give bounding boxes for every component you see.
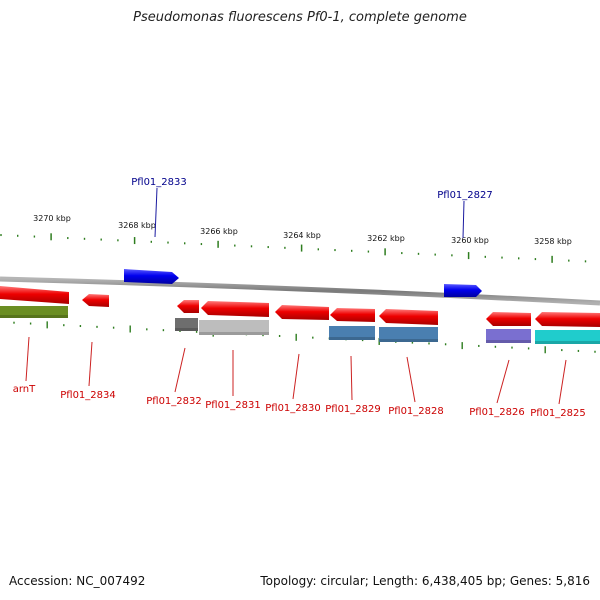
scale-label: 3270 kbp xyxy=(33,214,71,223)
cog-bar-shade xyxy=(535,341,600,344)
scale-label: 3260 kbp xyxy=(451,236,489,245)
genome-summary-text: Topology: circular; Length: 6,438,405 bp… xyxy=(260,574,590,588)
gene-arrow-pfl01-2829[interactable] xyxy=(330,308,375,322)
gene-arrow-pfl01-2834[interactable] xyxy=(82,294,109,307)
gene-label[interactable]: Pfl01_2829 xyxy=(325,404,381,415)
cog-bar xyxy=(0,306,68,318)
leader-line xyxy=(558,359,567,405)
cog-bar-shade xyxy=(199,332,269,335)
cog-bar xyxy=(329,326,375,340)
leader-line xyxy=(174,347,186,393)
gene-arrow-pfl01-2832[interactable] xyxy=(177,300,199,313)
scale-label: 3262 kbp xyxy=(367,234,405,243)
gene-arrow-pfl01-2831[interactable] xyxy=(201,301,269,317)
gene-label[interactable]: arnT xyxy=(13,384,36,395)
gene-label[interactable]: Pfl01_2830 xyxy=(265,403,321,414)
gene-arrow-arnt[interactable] xyxy=(0,286,69,304)
gene-arrow-pfl01-2825[interactable] xyxy=(535,312,600,327)
cog-bar-shade xyxy=(175,328,198,331)
cog-category-bars xyxy=(0,306,600,344)
gene-label[interactable]: Pfl01_2825 xyxy=(530,408,586,419)
scale-label: 3266 kbp xyxy=(200,227,238,236)
leader-line xyxy=(496,359,510,404)
leader-line xyxy=(350,355,353,401)
scale-ticks-outer xyxy=(0,233,587,263)
leader-line xyxy=(154,187,158,238)
cog-bar-shade xyxy=(329,337,375,340)
leader-line xyxy=(25,336,30,382)
cog-bar xyxy=(199,320,269,335)
forward-gene-labels: Pfl01_2833 Pfl01_2827 xyxy=(131,177,493,239)
cog-bar xyxy=(175,318,198,331)
scale-label: 3264 kbp xyxy=(283,231,321,240)
scale-label: 3258 kbp xyxy=(534,237,572,246)
gene-label[interactable]: Pfl01_2831 xyxy=(205,400,261,411)
cog-bar xyxy=(535,330,600,344)
leader-line xyxy=(88,341,93,387)
cog-bar-shade xyxy=(0,315,68,318)
gene-arrow-pfl01-2828[interactable] xyxy=(379,309,438,325)
gene-label[interactable]: Pfl01_2826 xyxy=(469,407,525,418)
gene-label[interactable]: Pfl01_2828 xyxy=(388,406,444,417)
reverse-strand-genes xyxy=(0,286,600,327)
leader-line xyxy=(462,200,465,239)
scale-ticks-inner xyxy=(13,321,596,354)
cog-bar-shade xyxy=(486,340,531,343)
map-title: Pseudomonas fluorescens Pf0-1, complete … xyxy=(133,10,467,25)
reverse-gene-labels: arnT Pfl01_2834 Pfl01_2832 Pfl01_2831 Pfl01_… xyxy=(13,336,586,419)
scale-tick-labels: 3270 kbp 3268 kbp 3266 kbp 3264 kbp 3262 kbp… xyxy=(33,214,572,246)
scale-label: 3268 kbp xyxy=(118,221,156,230)
cog-bar xyxy=(379,327,438,342)
gene-arrow-pfl01-2826[interactable] xyxy=(486,312,531,326)
forward-strand-genes xyxy=(124,269,482,297)
gene-label-pfl01-2833[interactable]: Pfl01_2833 xyxy=(131,177,187,188)
cog-bar xyxy=(486,329,531,343)
gene-arrow-pfl01-2830[interactable] xyxy=(275,305,329,320)
gene-label[interactable]: Pfl01_2834 xyxy=(60,390,116,401)
leader-line xyxy=(406,356,416,403)
gene-arrow-pfl01-2827[interactable] xyxy=(444,284,482,297)
genome-backbone xyxy=(0,276,600,306)
gene-label-pfl01-2827[interactable]: Pfl01_2827 xyxy=(437,190,493,201)
gene-arrow-pfl01-2833[interactable] xyxy=(124,269,179,284)
gene-label[interactable]: Pfl01_2832 xyxy=(146,396,202,407)
cog-bar-shade xyxy=(379,339,438,342)
accession-text: Accession: NC_007492 xyxy=(9,574,146,588)
leader-line xyxy=(292,353,300,400)
